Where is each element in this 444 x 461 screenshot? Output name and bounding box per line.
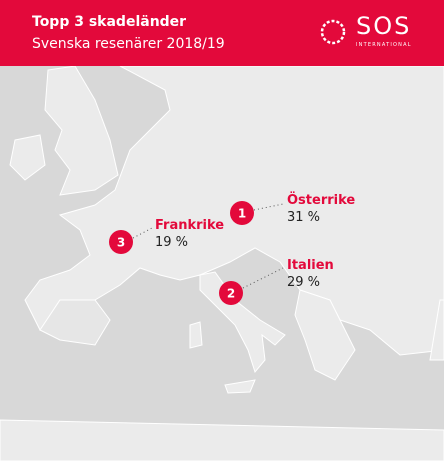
header: Topp 3 skadeländer Svenska resenärer 201… [0, 0, 444, 66]
marker [230, 201, 254, 225]
marker [219, 281, 243, 305]
country-name: Frankrike [155, 218, 224, 233]
marker [109, 230, 133, 254]
share-value: 29 % [287, 275, 320, 290]
country-name: Italien [287, 258, 334, 273]
logo: SOS [356, 12, 412, 40]
share-value: 19 % [155, 235, 188, 250]
share-value: 31 % [287, 210, 320, 225]
marker-rank: 1 [238, 207, 246, 221]
country-name: Österrike [287, 192, 355, 208]
title: Topp 3 skadeländer [32, 14, 187, 30]
marker-rank: 3 [117, 236, 125, 250]
logo-icon [320, 19, 346, 45]
logo-tagline: INTERNATIONAL [356, 42, 412, 48]
subtitle: Svenska resenärer 2018/19 [32, 36, 225, 52]
marker-rank: 2 [227, 287, 235, 301]
